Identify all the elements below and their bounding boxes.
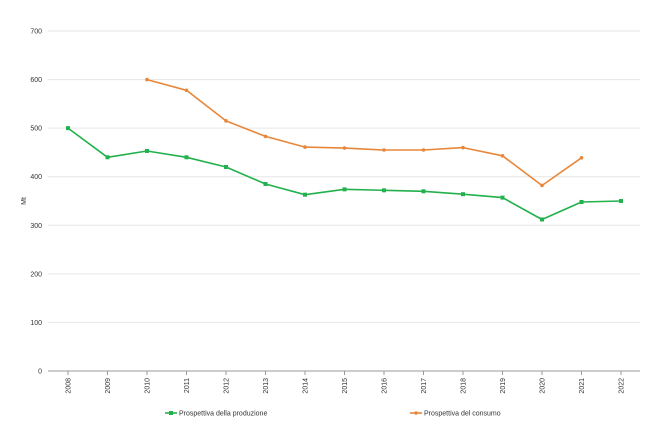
- y-tick-label: 400: [30, 174, 42, 181]
- axes: 0 100 200 300 400 500 600 700 2008 2009 2010 2011 20…: [30, 29, 640, 394]
- data-point: [224, 165, 228, 169]
- data-point: [461, 192, 465, 197]
- series-line: [67, 127, 622, 221]
- data-point: [421, 189, 426, 194]
- legend-label: Prospettiva della produzione: [179, 411, 267, 418]
- data-point: [263, 134, 268, 139]
- legend-marker: [414, 411, 418, 415]
- y-tick-label: 600: [30, 77, 42, 84]
- data-point: [184, 88, 189, 93]
- gridlines: [48, 30, 640, 323]
- x-tick-label: 2009: [105, 378, 112, 394]
- data-point: [66, 126, 70, 131]
- y-tick-label: 300: [30, 223, 42, 230]
- x-tick-label: 2013: [263, 378, 270, 394]
- series-1: [66, 126, 623, 222]
- y-tick-label: 700: [30, 29, 42, 36]
- legend-item: Prospettiva della produzione: [165, 411, 267, 418]
- data-point: [579, 199, 584, 204]
- data-point: [540, 183, 544, 188]
- data-point: [145, 77, 149, 82]
- y-axis-title: Mt: [21, 197, 28, 205]
- data-point: [619, 199, 623, 203]
- x-tick-label: 2010: [145, 378, 152, 394]
- x-tick-label: 2014: [303, 378, 310, 394]
- data-point: [461, 145, 465, 150]
- data-point: [263, 182, 268, 186]
- y-tick-label: 200: [30, 271, 42, 278]
- data-point: [303, 192, 307, 197]
- x-tick-label: 2021: [579, 378, 586, 394]
- legend-item: Prospettiva del consumo: [410, 411, 501, 418]
- x-tick-label: 2015: [342, 378, 349, 394]
- y-tick-label: 500: [30, 126, 42, 133]
- data-point: [184, 155, 189, 160]
- legend-marker: [169, 411, 173, 415]
- data-point: [382, 148, 386, 152]
- x-tick-label: 2011: [184, 378, 191, 393]
- data-point: [382, 188, 386, 193]
- x-tick-label: 2016: [382, 378, 389, 394]
- data-point: [500, 154, 505, 158]
- legend: Prospettiva della produzione Prospettiva …: [165, 411, 501, 418]
- series-line: [146, 78, 582, 187]
- data-point: [303, 145, 307, 149]
- x-tick-label: 2017: [421, 378, 428, 394]
- data-point: [342, 187, 347, 192]
- data-point: [500, 195, 505, 200]
- y-tick-label: 100: [30, 320, 42, 327]
- x-tick-label: 2019: [500, 378, 507, 394]
- series-2: [145, 77, 584, 188]
- data-point: [342, 146, 347, 150]
- x-tick-label: 2020: [540, 378, 547, 394]
- y-tick-label: 0: [38, 369, 42, 376]
- x-tick-label: 2018: [461, 378, 468, 394]
- data-point: [105, 155, 110, 160]
- data-point: [579, 155, 584, 160]
- series-layer: [66, 77, 623, 222]
- x-tick-label: 2008: [66, 378, 73, 394]
- x-tick-label: 2022: [619, 378, 626, 394]
- x-tick-label: 2012: [224, 378, 231, 394]
- data-point: [540, 217, 544, 222]
- data-point: [224, 119, 228, 123]
- data-point: [421, 148, 426, 152]
- data-point: [145, 148, 149, 153]
- legend-label: Prospettiva del consumo: [424, 411, 501, 418]
